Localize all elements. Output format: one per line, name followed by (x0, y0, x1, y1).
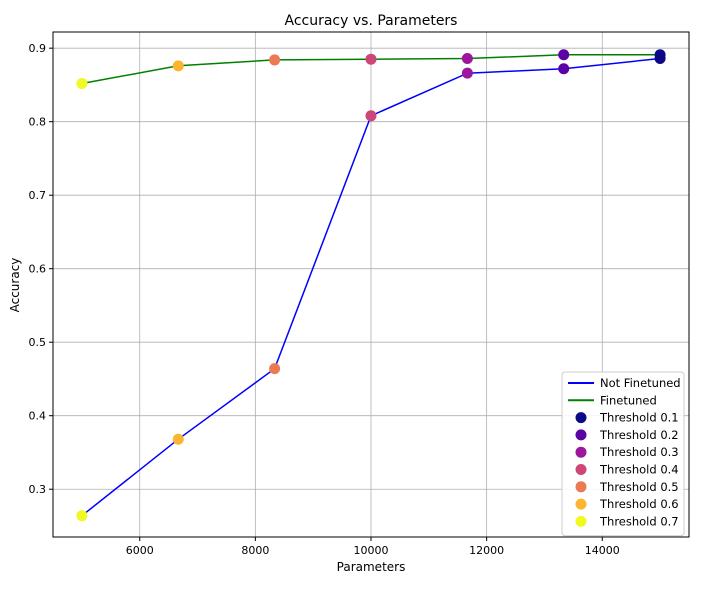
legend-label: Threshold 0.4 (599, 463, 679, 477)
threshold-point-finetuned (76, 77, 88, 89)
threshold-point-finetuned (269, 54, 281, 66)
legend-label: Threshold 0.1 (599, 411, 679, 425)
threshold-point-finetuned (365, 53, 377, 65)
legend-label: Not Finetuned (600, 376, 681, 390)
x-axis-title: Parameters (337, 560, 406, 574)
threshold-points (76, 49, 666, 522)
chart-title: Accuracy vs. Parameters (285, 13, 458, 29)
legend-marker-swatch (575, 515, 587, 527)
x-tick-label: 8000 (241, 544, 269, 557)
y-tick-label: 0.6 (29, 263, 47, 276)
legend-label: Threshold 0.5 (599, 480, 679, 494)
threshold-point-not-finetuned (461, 67, 473, 79)
x-tick-label: 6000 (126, 544, 154, 557)
threshold-point-not-finetuned (172, 433, 184, 445)
axis-ticks: 6000 8000 10000 12000 14000 0.3 0.4 0.5 0.6 0.7 0.… (29, 42, 620, 557)
threshold-point-finetuned (172, 60, 184, 72)
y-tick-label: 0.8 (29, 116, 47, 129)
legend-label: Threshold 0.7 (599, 514, 679, 528)
legend-label: Threshold 0.2 (599, 428, 679, 442)
legend-label: Threshold 0.6 (599, 497, 679, 511)
legend-marker-swatch (575, 446, 587, 458)
x-tick-label: 14000 (585, 544, 620, 557)
y-tick-label: 0.3 (29, 483, 47, 496)
legend-box (561, 371, 685, 537)
legend-label: Threshold 0.3 (599, 445, 679, 459)
legend-marker-swatch (575, 429, 587, 441)
threshold-point-not-finetuned (269, 363, 281, 375)
threshold-point-not-finetuned (558, 63, 570, 75)
threshold-point-not-finetuned (365, 110, 377, 122)
threshold-point-finetuned (654, 49, 666, 61)
x-tick-label: 12000 (469, 544, 504, 557)
legend-label: Finetuned (600, 393, 657, 407)
legend-marker-swatch (575, 481, 587, 493)
y-tick-label: 0.7 (29, 189, 47, 202)
y-tick-label: 0.4 (29, 410, 47, 423)
legend-marker-swatch (575, 464, 587, 475)
y-tick-label: 0.5 (29, 336, 47, 349)
threshold-point-finetuned (558, 49, 570, 61)
y-axis-title: Accuracy (8, 258, 22, 313)
legend-marker-swatch (575, 498, 587, 510)
threshold-point-not-finetuned (76, 510, 88, 522)
y-tick-label: 0.9 (29, 42, 47, 55)
legend: Not Finetuned Finetuned Threshold 0.1 Thres… (561, 371, 685, 537)
legend-marker-swatch (575, 412, 587, 424)
threshold-point-finetuned (461, 52, 473, 64)
x-tick-label: 10000 (354, 544, 389, 557)
plot-frame (52, 31, 690, 538)
